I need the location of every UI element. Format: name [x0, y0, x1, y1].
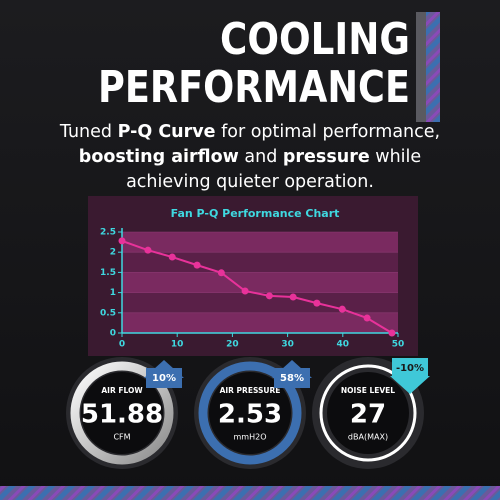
x-tick-label: 30	[281, 340, 294, 350]
text-segment: pressure	[282, 147, 370, 167]
data-point	[265, 292, 273, 300]
data-point	[193, 261, 201, 269]
data-point	[388, 329, 396, 337]
data-point	[241, 287, 249, 295]
gauge-ring	[198, 361, 302, 465]
data-point	[118, 237, 126, 245]
gauge-face	[209, 372, 291, 454]
title-line: PERFORMANCE	[98, 62, 410, 113]
grid-band	[122, 272, 398, 293]
change-badge	[146, 368, 182, 388]
stripe-edge	[416, 12, 426, 122]
chart-title: Fan P-Q Performance Chart	[171, 207, 340, 220]
description-line: boosting airflow and pressure while	[0, 145, 500, 170]
gauges: AIR FLOW 51.88 CFM 10% AIR PRESSURE 2.53 mmH2O…	[66, 357, 430, 469]
y-tick-label: 1	[110, 288, 116, 298]
gauge-face	[81, 372, 163, 454]
gauge-value: 51.88	[81, 400, 163, 430]
data-point	[144, 246, 152, 254]
text-segment: achieving quieter operation.	[126, 172, 374, 192]
x-tick-label: 20	[226, 340, 239, 350]
change-arrow	[390, 376, 430, 394]
change-value: 58%	[280, 373, 304, 384]
data-point	[338, 305, 346, 313]
data-point	[289, 293, 297, 301]
gauge-value: 27	[350, 400, 386, 430]
y-tick-label: 2.5	[100, 228, 116, 238]
gauge-ring	[319, 364, 417, 462]
y-tick-label: 0.5	[100, 308, 116, 318]
text-segment: boosting airflow	[78, 147, 239, 167]
y-tick-label: 1.5	[100, 268, 116, 278]
grid-band	[122, 232, 398, 253]
y-tick-label: 0	[110, 329, 116, 339]
text-segment: Tuned	[59, 122, 118, 142]
gauge-unit: dBA(MAX)	[348, 433, 388, 442]
gauge-label: AIR PRESSURE	[220, 386, 281, 395]
change-value: 10%	[152, 373, 176, 384]
title-line: COOLING	[220, 14, 410, 65]
gauge-value: 2.53	[218, 400, 282, 430]
change-badge	[392, 358, 428, 378]
x-tick-label: 50	[392, 340, 405, 350]
description-line: Tuned P-Q Curve for optimal performance,	[0, 120, 500, 145]
text-segment: and	[238, 147, 283, 167]
data-point	[168, 253, 176, 261]
description: Tuned P-Q Curve for optimal performance,…	[0, 120, 500, 195]
text-segment: while	[369, 147, 422, 167]
bottom-stripe	[0, 486, 500, 500]
series-line	[121, 239, 393, 334]
gauge-ring	[70, 361, 174, 465]
data-point	[217, 269, 225, 277]
grid-band	[122, 312, 398, 333]
gauge-unit: mmH2O	[234, 433, 267, 442]
description-line: achieving quieter operation.	[0, 170, 500, 195]
gauge-label: NOISE LEVEL	[341, 386, 395, 395]
change-value: -10%	[396, 363, 424, 374]
data-point	[313, 299, 321, 307]
gauge-face	[327, 372, 409, 454]
gauge-label: AIR FLOW	[101, 386, 143, 395]
change-badge	[274, 368, 310, 388]
plot-area: 0 0.5 1 1.5 2 2.5 0 10 20 30 40 50	[100, 228, 404, 350]
x-tick-label: 40	[337, 340, 350, 350]
gauge-unit: CFM	[113, 433, 130, 442]
y-tick-label: 2	[110, 248, 116, 258]
text-segment: for optimal performance,	[215, 122, 441, 142]
text-segment: P-Q Curve	[117, 122, 216, 142]
data-point	[363, 314, 371, 322]
x-tick-label: 0	[119, 340, 125, 350]
x-tick-label: 10	[171, 340, 184, 350]
